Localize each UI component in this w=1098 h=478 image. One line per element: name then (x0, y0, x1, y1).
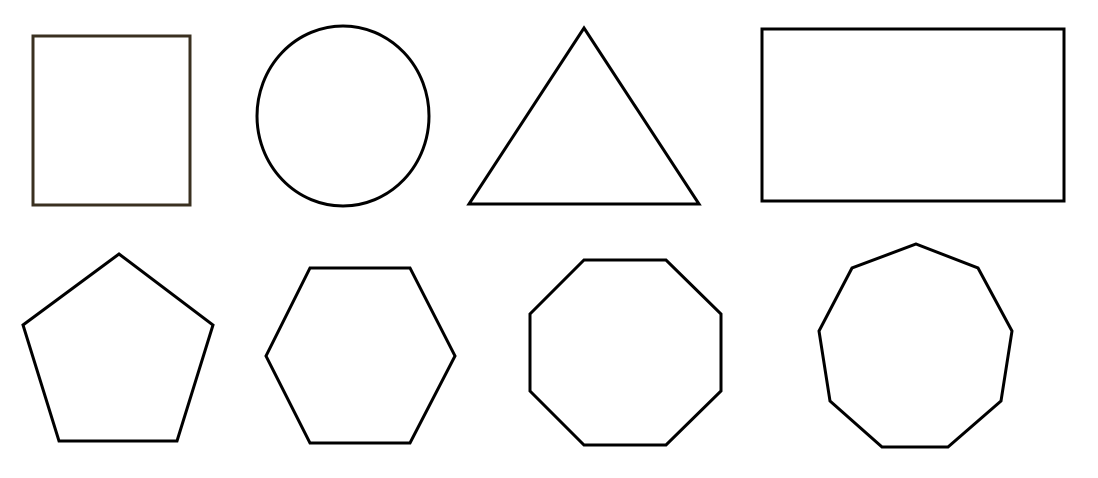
square-shape (33, 36, 190, 205)
hexagon-shape (266, 268, 455, 443)
triangle-shape (469, 28, 699, 204)
rectangle-shape (762, 29, 1064, 201)
circle-shape (257, 26, 429, 206)
nonagon-shape (819, 244, 1012, 447)
octagon-shape (530, 260, 721, 445)
pentagon-shape (23, 254, 213, 441)
